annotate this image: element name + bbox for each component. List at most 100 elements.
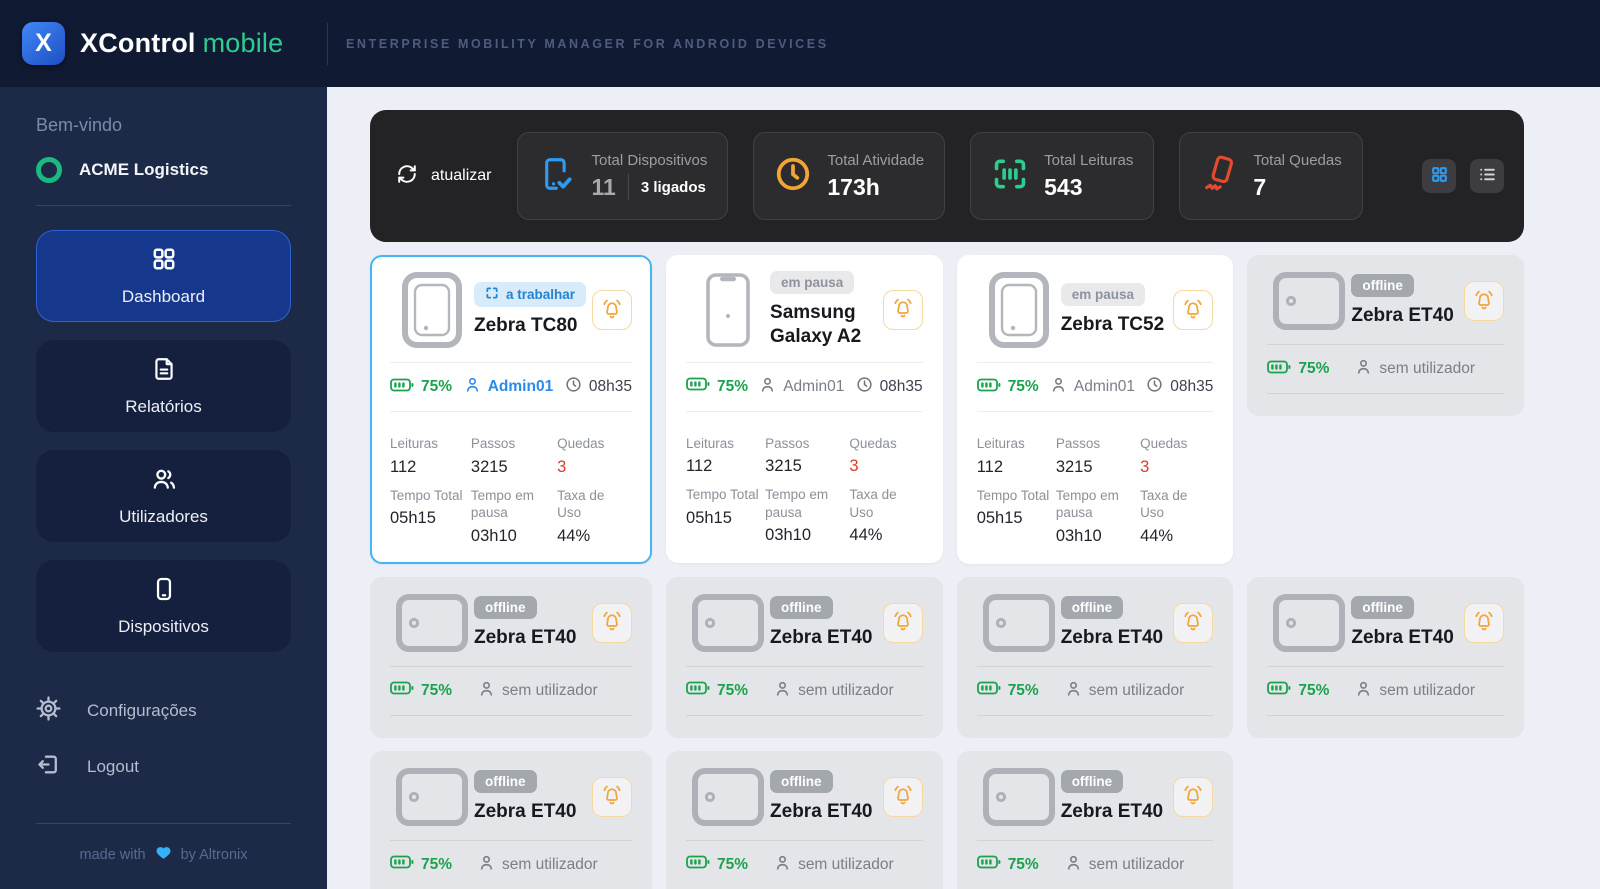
bell-ring-icon xyxy=(601,784,623,809)
notification-bell-button[interactable] xyxy=(1173,776,1214,817)
app-tagline: ENTERPRISE MOBILITY MANAGER FOR ANDROID … xyxy=(346,36,829,51)
device-image-icon xyxy=(977,767,1061,827)
battery-icon xyxy=(686,680,710,701)
logout-link[interactable]: Logout xyxy=(36,752,291,782)
grid-view-icon xyxy=(1430,165,1449,187)
device-card[interactable]: em pausa Samsung Galaxy A2 xyxy=(666,255,943,564)
notification-bell-button[interactable] xyxy=(882,289,923,330)
notification-bell-button[interactable] xyxy=(592,776,633,817)
stat-label: Passos xyxy=(470,436,516,451)
device-card[interactable]: offline Zebra ET40 xyxy=(956,750,1234,889)
stat-label: Total Atividade xyxy=(827,151,925,169)
stat-value: 3215 xyxy=(765,457,802,476)
notification-bell-button[interactable] xyxy=(882,602,923,643)
time-value: 08h35 xyxy=(588,378,633,395)
settings-link[interactable]: Configurações xyxy=(36,696,291,726)
user-name: sem utilizador xyxy=(1379,681,1475,699)
bell-ring-icon xyxy=(892,610,914,635)
card-header: offline Zebra ET40 xyxy=(977,593,1214,653)
sidebar-item-utilizadores[interactable]: Utilizadores xyxy=(36,450,291,542)
device-user: sem utilizador xyxy=(1065,854,1184,876)
notification-bell-button[interactable] xyxy=(592,290,633,330)
device-card[interactable]: offline Zebra ET40 xyxy=(666,576,943,738)
device-name: Zebra ET40 xyxy=(474,626,577,648)
device-user: sem utilizador xyxy=(774,854,894,876)
sidebar-links: Configurações Logout xyxy=(36,696,291,782)
card-header: offline Zebra ET40 xyxy=(390,593,633,653)
card-header: a trabalhar Zebra TC80 xyxy=(390,271,633,349)
notification-bell-button[interactable] xyxy=(1464,281,1504,321)
battery-indicator: 75% xyxy=(1267,359,1329,380)
device-info-row: 75% sem utilizador xyxy=(686,680,923,702)
status-badge: offline xyxy=(770,595,833,619)
status-badge: em pausa xyxy=(770,271,855,294)
device-user: sem utilizador xyxy=(1065,680,1184,702)
device-card[interactable]: offline Zebra ET40 xyxy=(370,576,653,738)
card-divider xyxy=(686,839,923,841)
device-cards-grid: a trabalhar Zebra TC80 xyxy=(370,255,1524,889)
stat-label: Tempo em pausa xyxy=(470,487,534,521)
logout-label: Logout xyxy=(87,757,139,776)
sidebar-item-dispositivos[interactable]: Dispositivos xyxy=(36,560,291,652)
sidebar-nav: Dashboard Relatórios Utilizadores xyxy=(36,230,291,670)
notification-bell-button[interactable] xyxy=(1173,602,1214,643)
device-card[interactable]: a trabalhar Zebra TC80 xyxy=(370,255,653,564)
stat-value: 112 xyxy=(976,457,1003,476)
device-card[interactable]: em pausa Zebra TC52 xyxy=(956,255,1234,564)
device-name: Zebra ET40 xyxy=(1351,305,1454,327)
card-divider xyxy=(686,665,923,667)
device-card[interactable]: offline Zebra ET40 xyxy=(370,750,653,889)
status-badge: offline xyxy=(1351,595,1414,619)
device-card[interactable]: offline Zebra ET40 xyxy=(1247,255,1524,416)
welcome-label: Bem-vindo xyxy=(36,115,123,135)
stat-total-atividade: Total Atividade 173h xyxy=(753,132,946,220)
device-card[interactable]: offline Zebra ET40 xyxy=(666,750,943,889)
bell-ring-icon xyxy=(892,297,914,322)
notification-bell-button[interactable] xyxy=(1173,290,1214,330)
device-image-icon xyxy=(686,767,770,827)
battery-icon xyxy=(686,376,710,397)
device-image-icon xyxy=(390,271,474,349)
device-time: 08h35 xyxy=(1146,376,1213,398)
user-icon xyxy=(774,680,791,702)
refresh-button[interactable]: atualizar xyxy=(396,163,491,190)
battery-icon xyxy=(1267,680,1291,701)
sidebar-item-relatorios[interactable]: Relatórios xyxy=(36,340,291,432)
list-view-button[interactable] xyxy=(1470,159,1504,193)
notification-bell-button[interactable] xyxy=(882,776,923,817)
status-badge: offline xyxy=(1351,274,1414,298)
company-name: ACME Logistics xyxy=(79,160,209,179)
bell-ring-icon xyxy=(892,784,914,809)
bell-ring-icon xyxy=(1182,784,1204,809)
card-divider xyxy=(1267,714,1504,716)
user-name: sem utilizador xyxy=(1379,360,1475,377)
bell-ring-icon xyxy=(601,298,623,323)
status-badge: offline xyxy=(1060,769,1124,793)
stat-value: 03h10 xyxy=(1055,526,1102,545)
device-image-icon xyxy=(686,593,770,653)
status-badge: offline xyxy=(770,769,833,793)
notification-bell-button[interactable] xyxy=(592,602,633,643)
card-divider xyxy=(390,839,633,841)
stat-value: 44% xyxy=(557,526,591,545)
card-divider xyxy=(976,839,1214,841)
grid-view-button[interactable] xyxy=(1422,159,1456,193)
status-badge-label: a trabalhar xyxy=(506,287,576,303)
user-icon xyxy=(1355,680,1372,702)
refresh-icon xyxy=(396,163,418,190)
stat-value: 44% xyxy=(849,526,883,545)
status-badge-label: offline xyxy=(1362,599,1403,615)
user-name: sem utilizador xyxy=(798,855,894,873)
notification-bell-button[interactable] xyxy=(1464,602,1504,643)
bell-ring-icon xyxy=(1182,298,1204,323)
sidebar-divider xyxy=(36,205,291,206)
sidebar: Bem-vindo ACME Logistics Dashboard Relat xyxy=(0,87,327,889)
sidebar-item-dashboard[interactable]: Dashboard xyxy=(36,230,291,322)
device-card[interactable]: offline Zebra ET40 xyxy=(956,576,1234,738)
user-name: sem utilizador xyxy=(502,855,598,873)
battery-level: 75% xyxy=(717,681,749,699)
device-info-row: 75% sem utilizador xyxy=(390,854,632,876)
battery-indicator: 75% xyxy=(686,376,748,397)
device-card[interactable]: offline Zebra ET40 xyxy=(1247,576,1524,738)
device-user: sem utilizador xyxy=(774,680,894,702)
